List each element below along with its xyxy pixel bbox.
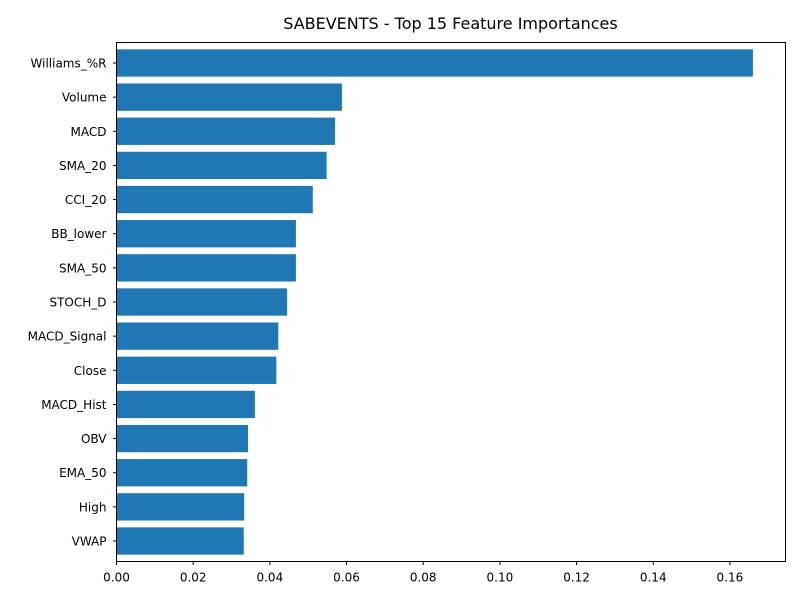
y-axis-ticks: Williams_%R Volume MACD SMA_20 CCI_20 BB_lowe…: [28, 56, 117, 549]
y-tick-label: SMA_50: [59, 261, 106, 275]
y-tick-label: OBV: [81, 432, 107, 446]
y-tick-label: CCI_20: [65, 193, 107, 207]
x-tick-label: 0.08: [410, 571, 437, 585]
bar-sma-20: [116, 151, 327, 180]
bar-ema-50: [116, 459, 248, 487]
y-tick-label: Close: [74, 364, 107, 378]
x-tick-label: 0.02: [180, 571, 207, 585]
bar-macd-signal: [116, 322, 279, 350]
y-tick-label: Volume: [62, 91, 107, 105]
bar-high: [116, 493, 245, 521]
bar-close: [116, 356, 277, 384]
bar-bb-lower: [116, 220, 296, 248]
y-tick-label: High: [79, 500, 107, 514]
bar-volume: [116, 83, 342, 111]
y-tick-label: Williams_%R: [31, 56, 107, 70]
bar-williams-r: [116, 49, 753, 77]
axes-frame: [116, 42, 786, 562]
x-tick-label: 0.12: [563, 571, 590, 585]
x-axis-ticks: 0.00 0.02 0.04 0.06 0.08 0.10 0.12 0.14 0.16: [103, 561, 744, 585]
bar-vwap: [116, 527, 244, 555]
x-tick-label: 0.10: [487, 571, 514, 585]
x-tick-label: 0.00: [103, 571, 130, 585]
y-tick-label: BB_lower: [51, 227, 106, 241]
y-tick-label: STOCH_D: [49, 296, 106, 310]
bars-group: [116, 49, 753, 555]
bar-stoch-d: [116, 288, 288, 316]
y-tick-label: MACD: [71, 125, 107, 139]
x-tick-label: 0.14: [640, 571, 667, 585]
y-tick-label: MACD_Hist: [41, 398, 107, 412]
y-tick-label: EMA_50: [59, 466, 106, 480]
bar-obv: [116, 424, 248, 453]
bar-macd-hist: [116, 390, 255, 419]
bar-sma-50: [116, 254, 296, 282]
bar-macd: [116, 117, 336, 145]
y-tick-label: SMA_20: [59, 159, 106, 173]
y-tick-label: VWAP: [72, 535, 107, 549]
x-tick-label: 0.16: [717, 571, 744, 585]
x-tick-label: 0.04: [256, 571, 283, 585]
chart-title: SABEVENTS - Top 15 Feature Importances: [283, 14, 617, 33]
x-tick-label: 0.06: [333, 571, 360, 585]
bar-cci-20: [116, 185, 313, 214]
y-tick-label: MACD_Signal: [28, 330, 107, 344]
